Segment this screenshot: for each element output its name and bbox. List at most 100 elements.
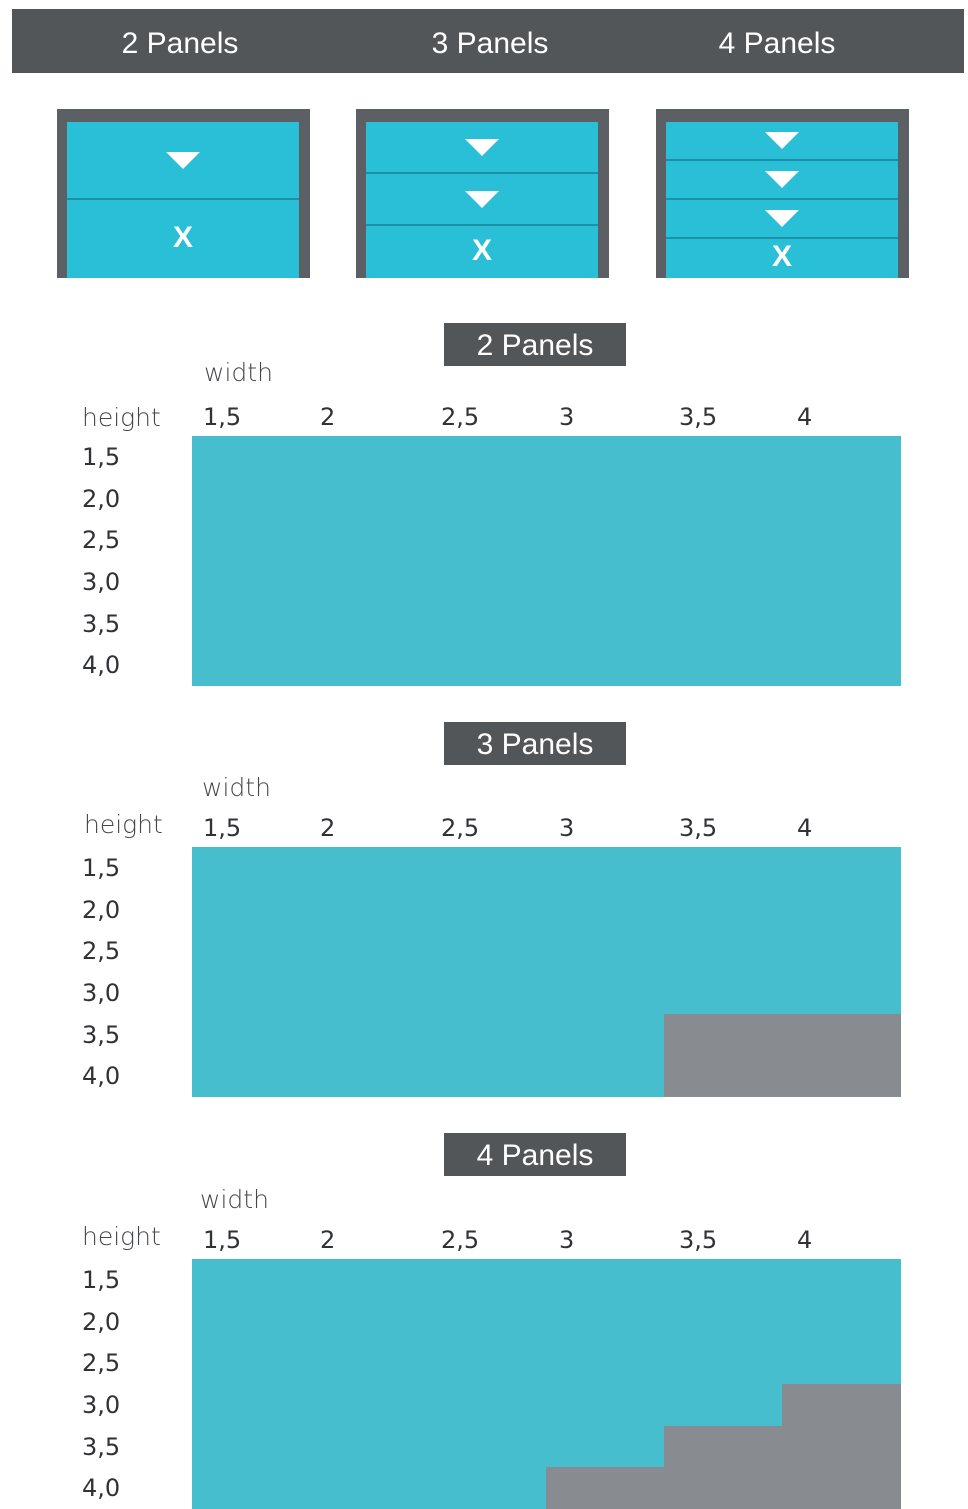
availability-grid [192, 1259, 901, 1509]
grid-cell-available [428, 1259, 547, 1302]
grid-cell-available [310, 1013, 429, 1056]
grid-cell-unavailable [664, 1425, 783, 1468]
grid-cell-available [192, 972, 311, 1015]
illustration-2-panels: X [57, 109, 310, 278]
grid-cell-available [546, 644, 665, 687]
panel-divider [666, 237, 898, 239]
height-tick-label: 3,0 [82, 978, 121, 1007]
grid-cell-available [664, 436, 783, 479]
grid-cell-available [664, 972, 783, 1015]
grid-cell-available [664, 1384, 783, 1427]
height-tick-label: 3,5 [82, 1020, 121, 1049]
grid-cell-available [192, 1384, 311, 1427]
grid-cell-available [192, 1425, 311, 1468]
panel-face: X [67, 122, 299, 278]
width-tick-label: 2,5 [441, 814, 480, 842]
arrow-down-icon [166, 152, 200, 169]
grid-cell-available [310, 1384, 429, 1427]
grid-cell-available [546, 847, 665, 890]
panel-face: X [666, 122, 898, 278]
width-tick-label: 2,5 [441, 403, 480, 431]
grid-cell-available [310, 477, 429, 520]
panel-divider [666, 198, 898, 200]
grid-cell-unavailable [782, 1425, 901, 1468]
grid-cell-available [310, 602, 429, 645]
grid-cell-available [428, 1467, 547, 1509]
grid-cell-available [310, 888, 429, 931]
grid-cell-available [664, 1300, 783, 1343]
grid-cell-available [782, 644, 901, 687]
grid-cell-available [546, 1425, 665, 1468]
grid-cell-available [546, 519, 665, 562]
grid-cell-available [782, 847, 901, 890]
grid-cell-available [546, 1013, 665, 1056]
height-tick-label: 1,5 [82, 1265, 121, 1294]
panel-divider [366, 172, 598, 174]
width-axis-label: width [202, 773, 271, 802]
grid-cell-available [428, 477, 547, 520]
grid-cell-available [664, 477, 783, 520]
grid-cell-available [428, 972, 547, 1015]
grid-cell-available [310, 1259, 429, 1302]
grid-cell-available [782, 477, 901, 520]
grid-cell-available [428, 888, 547, 931]
grid-cell-available [192, 888, 311, 931]
tab-2-panels[interactable]: 2 Panels [121, 27, 239, 60]
arrow-down-icon [465, 191, 499, 208]
panel-divider [366, 224, 598, 226]
grid-cell-available [546, 1300, 665, 1343]
section-title-badge: 3 Panels [444, 722, 626, 765]
grid-cell-available [546, 1259, 665, 1302]
grid-cell-available [428, 1300, 547, 1343]
grid-cell-available [782, 1259, 901, 1302]
arrow-down-icon [765, 132, 799, 149]
width-tick-label: 3 [559, 814, 575, 842]
grid-cell-available [664, 888, 783, 931]
grid-cell-available [546, 888, 665, 931]
tab-3-panels[interactable]: 3 Panels [431, 27, 549, 60]
panel-divider [666, 159, 898, 161]
grid-cell-available [782, 930, 901, 973]
grid-cell-unavailable [782, 1055, 901, 1098]
tab-4-panels[interactable]: 4 Panels [718, 27, 836, 60]
grid-cell-available [192, 602, 311, 645]
grid-cell-available [664, 1259, 783, 1302]
grid-cell-available [546, 1342, 665, 1385]
header-bar: 2 Panels 3 Panels 4 Panels [12, 9, 964, 73]
arrow-down-icon [465, 139, 499, 156]
grid-cell-available [192, 930, 311, 973]
grid-cell-available [310, 847, 429, 890]
grid-cell-available [310, 1342, 429, 1385]
grid-cell-unavailable [664, 1013, 783, 1056]
grid-cell-available [428, 602, 547, 645]
width-tick-label: 3 [559, 1226, 575, 1254]
height-tick-label: 2,5 [82, 526, 121, 555]
height-tick-label: 3,0 [82, 1390, 121, 1419]
width-tick-label: 2,5 [441, 1226, 480, 1254]
grid-cell-available [310, 436, 429, 479]
height-tick-label: 2,0 [82, 484, 121, 513]
width-tick-label: 2 [320, 403, 336, 431]
height-axis-label: height [84, 810, 163, 839]
grid-cell-available [192, 1055, 311, 1098]
height-axis-label: height [82, 1222, 161, 1251]
grid-cell-available [546, 1055, 665, 1098]
grid-cell-available [782, 602, 901, 645]
panel-divider [67, 198, 299, 200]
grid-cell-available [664, 519, 783, 562]
fixed-panel-x-icon: X [172, 221, 193, 254]
height-tick-label: 2,0 [82, 1307, 121, 1336]
grid-cell-available [546, 930, 665, 973]
grid-cell-available [782, 888, 901, 931]
grid-cell-available [428, 930, 547, 973]
height-tick-label: 4,0 [82, 1062, 121, 1091]
width-tick-label: 1,5 [203, 1226, 242, 1254]
grid-cell-unavailable [782, 1013, 901, 1056]
width-tick-label: 3,5 [679, 1226, 718, 1254]
grid-cell-available [192, 847, 311, 890]
height-tick-label: 2,5 [82, 937, 121, 966]
width-tick-label: 2 [320, 1226, 336, 1254]
width-tick-label: 3 [559, 403, 575, 431]
grid-cell-available [310, 1425, 429, 1468]
height-tick-label: 4,0 [82, 651, 121, 680]
